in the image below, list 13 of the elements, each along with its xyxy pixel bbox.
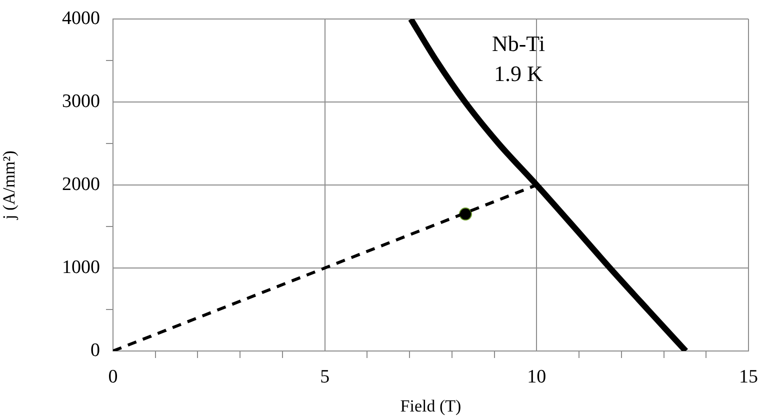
x-tick-label: 15 bbox=[739, 366, 758, 388]
y-tick-label: 4000 bbox=[62, 8, 100, 29]
annotation: Nb-Ti bbox=[492, 30, 545, 56]
y-tick-label: 2000 bbox=[62, 174, 100, 195]
y-tick-label: 3000 bbox=[62, 90, 100, 112]
y-tick-label: 0 bbox=[90, 340, 100, 361]
x-tick-label: 10 bbox=[527, 366, 546, 388]
x-tick-label: 5 bbox=[320, 366, 330, 388]
annotation: 1.9 K bbox=[494, 60, 544, 86]
x-axis-title: Field (T) bbox=[400, 396, 462, 416]
x-tick-label: 0 bbox=[108, 366, 118, 388]
y-axis-title: j (A/mm²) bbox=[0, 150, 19, 220]
y-tick-label: 1000 bbox=[62, 256, 100, 278]
